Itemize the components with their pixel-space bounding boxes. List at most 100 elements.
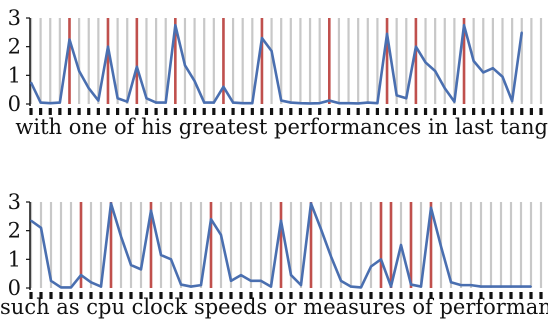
- data-point: [260, 279, 262, 282]
- data-point: [230, 279, 232, 282]
- panel-caption: such as cpu clock speeds or measures of …: [0, 295, 548, 319]
- data-point: [60, 286, 62, 289]
- x-tick-mark: [529, 292, 533, 299]
- data-point: [460, 284, 462, 287]
- x-tick-mark: [269, 108, 274, 115]
- data-point: [250, 279, 252, 282]
- x-tick-mark: [279, 108, 283, 115]
- data-point: [511, 100, 514, 103]
- data-point: [390, 285, 392, 288]
- data-point: [261, 37, 263, 39]
- x-tick-mark: [366, 108, 370, 115]
- panel-caption: with one of his greatest performances in…: [15, 115, 548, 139]
- x-tick-mark: [179, 292, 183, 299]
- x-tick-mark: [144, 108, 149, 115]
- x-tick-mark: [359, 292, 363, 299]
- data-point: [160, 254, 162, 256]
- x-tick-mark: [356, 108, 360, 115]
- x-tick-mark: [339, 292, 343, 299]
- x-tick-mark: [510, 108, 514, 115]
- x-tick-mark: [395, 108, 399, 115]
- data-point: [90, 281, 92, 284]
- data-point: [80, 274, 82, 276]
- data-point: [270, 50, 273, 52]
- x-tick-mark: [269, 292, 273, 299]
- data-point: [270, 285, 272, 288]
- x-tick-mark: [192, 108, 197, 115]
- x-tick-mark: [299, 292, 303, 299]
- x-tick-mark: [89, 292, 93, 299]
- x-tick-mark: [449, 292, 453, 299]
- x-tick-mark: [96, 108, 100, 115]
- data-point: [190, 285, 192, 288]
- data-point: [395, 94, 398, 97]
- x-tick-mark: [109, 292, 113, 299]
- x-tick-mark: [139, 292, 143, 299]
- data-point: [97, 99, 100, 102]
- data-point: [130, 264, 132, 266]
- x-tick-mark: [221, 108, 226, 115]
- data-point: [350, 285, 352, 288]
- x-tick-mark: [173, 108, 177, 115]
- data-point: [430, 206, 432, 209]
- x-tick-mark: [443, 108, 447, 115]
- data-point: [200, 284, 202, 287]
- x-tick-mark: [389, 292, 393, 299]
- x-tick-mark: [69, 292, 73, 299]
- x-tick-mark: [409, 292, 413, 299]
- y-tick-label: 3: [8, 6, 21, 30]
- data-point: [510, 285, 512, 288]
- data-point: [240, 274, 242, 276]
- data-point: [212, 101, 215, 104]
- data-point: [472, 60, 475, 62]
- data-point: [420, 285, 422, 288]
- data-point: [210, 218, 212, 221]
- x-tick-mark: [99, 292, 103, 299]
- data-point: [340, 279, 342, 282]
- x-tick-mark: [183, 108, 187, 115]
- x-tick-mark: [149, 292, 153, 299]
- x-tick-mark: [219, 292, 223, 299]
- x-tick-mark: [135, 108, 139, 115]
- x-tick-mark: [369, 292, 373, 299]
- x-tick-mark: [349, 292, 353, 299]
- x-tick-mark: [59, 292, 63, 299]
- x-tick-mark: [399, 292, 403, 299]
- data-point: [120, 235, 122, 238]
- y-tick-label: 2: [8, 219, 21, 243]
- data-point: [424, 61, 427, 64]
- data-point: [360, 286, 362, 289]
- x-tick-mark: [379, 292, 383, 299]
- data-point: [184, 64, 186, 67]
- x-tick-mark: [329, 292, 333, 299]
- x-tick-mark: [29, 108, 33, 115]
- x-tick-mark: [462, 108, 466, 115]
- x-tick-mark: [319, 292, 323, 299]
- data-point: [30, 81, 32, 84]
- x-tick-mark: [189, 292, 193, 299]
- data-point: [376, 102, 379, 105]
- x-tick-mark: [249, 292, 253, 299]
- x-tick-mark: [79, 292, 83, 299]
- x-tick-mark: [469, 292, 473, 299]
- x-tick-mark: [212, 108, 216, 115]
- data-point: [434, 70, 437, 72]
- data-point: [180, 283, 182, 286]
- data-point: [440, 245, 442, 248]
- data-point: [87, 87, 90, 90]
- data-point: [520, 31, 523, 34]
- data-point: [289, 101, 292, 104]
- data-point: [280, 99, 283, 102]
- panel-bottom: 0 1 2 3 such as cpu clock speeds or measures…: [0, 190, 548, 319]
- x-tick-mark: [433, 108, 437, 115]
- x-tick-mark: [375, 108, 380, 115]
- data-point: [482, 71, 485, 74]
- x-tick-mark: [129, 292, 133, 299]
- data-point: [135, 65, 138, 68]
- data-point: [40, 226, 42, 229]
- data-point: [410, 283, 412, 286]
- x-tick-mark: [119, 292, 123, 299]
- data-point: [480, 285, 482, 288]
- data-point: [170, 258, 172, 261]
- x-tick-mark: [279, 292, 283, 299]
